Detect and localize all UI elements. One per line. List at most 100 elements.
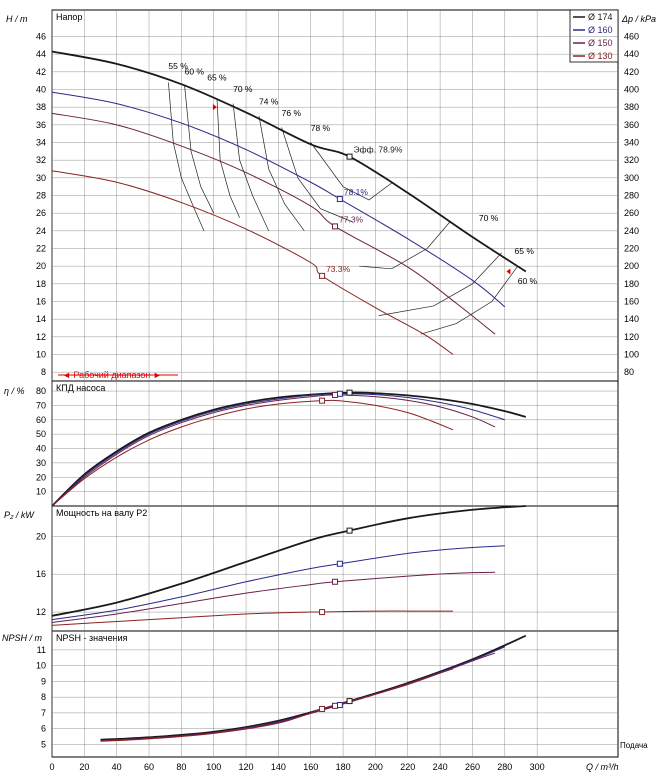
efficiency-panel-frame (51, 380, 619, 507)
series-line (100, 668, 454, 742)
y-right-tick-label: 360 (624, 120, 639, 130)
y-tick-label: 30 (36, 458, 46, 468)
y-tick-label: 24 (36, 226, 46, 236)
efficiency-label: 65 % (515, 246, 535, 256)
iso-efficiency-line (168, 82, 205, 231)
y-tick-label: 34 (36, 138, 46, 148)
y-tick-label: 9 (41, 676, 46, 686)
series-line (51, 505, 526, 617)
bep-marker (332, 223, 338, 230)
series-layer: Эфф. 78.9% 78.1% 77.3% 73.3% (51, 50, 527, 742)
y-right-tick-label: 260 (624, 208, 639, 218)
x-tick-label: 280 (497, 762, 512, 772)
series-line (51, 399, 454, 507)
y-tick-label: 16 (36, 569, 46, 579)
bep-marker (346, 389, 353, 396)
x-tick-label: 180 (336, 762, 351, 772)
series-line (51, 610, 454, 626)
bep-label: Эфф. 78.9% (354, 145, 403, 155)
iso-efficiency-line (258, 115, 305, 232)
bep-marker (319, 397, 326, 404)
iso-efficiency-line (420, 265, 519, 335)
efficiency-label: 74 % (259, 97, 279, 107)
efficiency-label: 60 % (185, 66, 205, 76)
npsh-axis-label: NPSH / m (2, 633, 43, 643)
bep-label: 77.3% (339, 214, 364, 224)
y-tick-label: 36 (36, 120, 46, 130)
y-tick-label: 14 (36, 314, 46, 324)
iso-efficiency-layer: 55 %60 %65 %70 %74 %76 %78 %70 %65 %60 % (168, 61, 538, 335)
y-tick-label: 7 (41, 708, 46, 718)
iso-efficiency-line (184, 85, 215, 214)
tick-label-layer: 0 20 40 60 80 100 120 140 160 180 200 220 240 260 280 3… (36, 32, 639, 773)
y-tick-label: 22 (36, 244, 46, 254)
efficiency-label: 60 % (518, 276, 538, 286)
x-tick-label: 60 (144, 762, 154, 772)
bep-marker (332, 578, 338, 585)
range-end-marker (506, 268, 511, 275)
y-right-tick-label: 80 (624, 367, 634, 377)
series-line (51, 112, 496, 335)
y-tick-label: 20 (36, 261, 46, 271)
bep-marker (346, 153, 353, 160)
bep-label: 78.1% (344, 187, 369, 197)
series-line (51, 545, 505, 621)
efficiency-label: 70 % (233, 84, 253, 94)
y-right-tick-label: 380 (624, 102, 639, 112)
series-line (51, 50, 527, 273)
y-tick-label: 8 (41, 692, 46, 702)
y-tick-label: 60 (36, 415, 46, 425)
grid-layer (51, 10, 618, 757)
series-line (51, 571, 496, 623)
range-start-marker (212, 104, 217, 111)
iso-efficiency-line (310, 142, 392, 201)
legend-label: Ø 174 (588, 12, 613, 22)
y-tick-label: 6 (41, 724, 46, 734)
bep-marker (346, 698, 353, 705)
x-tick-label: 260 (465, 762, 480, 772)
head-panel-title: Напор (56, 12, 82, 22)
bep-marker (319, 705, 326, 712)
y-right-tick-label: 120 (624, 332, 639, 342)
power-panel-title: Мощность на валу P2 (56, 508, 147, 518)
y-tick-label: 12 (36, 332, 46, 342)
power-axis-label: P₂ / kW (4, 510, 35, 520)
y-tick-label: 12 (36, 607, 46, 617)
operating-range-label: ◄ Рабочий диапазон ► (62, 370, 162, 380)
efficiency-label: 76 % (282, 108, 302, 118)
series-line (51, 391, 527, 507)
y-tick-label: 40 (36, 85, 46, 95)
y-tick-label: 10 (36, 350, 46, 360)
y-right-tick-label: 420 (624, 67, 639, 77)
x-tick-label: 200 (368, 762, 383, 772)
legend-label: Ø 160 (588, 25, 613, 35)
efficiency-label: 70 % (479, 213, 499, 223)
x-tick-label: 120 (239, 762, 254, 772)
y-tick-label: 32 (36, 155, 46, 165)
series-line (100, 652, 496, 741)
y-tick-label: 20 (36, 531, 46, 541)
y-right-tick-label: 180 (624, 279, 639, 289)
x-tick-label: 220 (400, 762, 415, 772)
y-tick-label: 30 (36, 173, 46, 183)
bep-marker (319, 272, 326, 279)
x-tick-label: 0 (49, 762, 54, 772)
y-right-tick-label: 220 (624, 244, 639, 254)
series-line (51, 91, 506, 308)
efficiency-label: 78 % (311, 123, 331, 133)
series-line (51, 394, 496, 507)
bep-marker (332, 702, 338, 709)
y-right-tick-label: 300 (624, 173, 639, 183)
iso-efficiency-line (359, 221, 451, 270)
x-tick-label: 240 (433, 762, 448, 772)
efficiency-label: 55 % (168, 61, 188, 71)
y-tick-label: 10 (36, 487, 46, 497)
y-right-tick-label: 240 (624, 226, 639, 236)
efficiency-axis-label: η / % (4, 386, 25, 396)
y-right-tick-label: 320 (624, 155, 639, 165)
y-right-tick-label: 280 (624, 191, 639, 201)
x-tick-label: 160 (303, 762, 318, 772)
series-line (51, 170, 454, 355)
y-right-tick-label: 460 (624, 32, 639, 42)
